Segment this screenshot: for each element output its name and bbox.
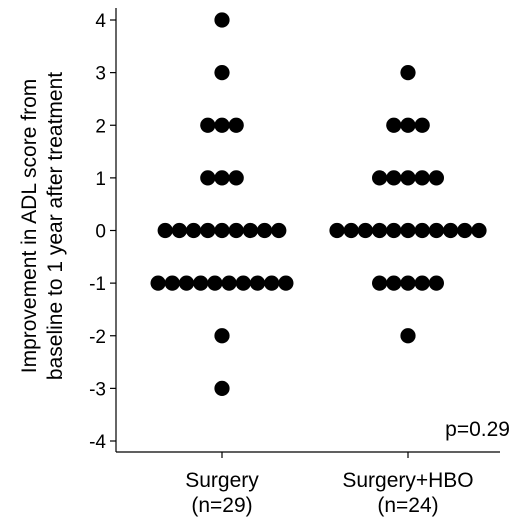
data-point <box>428 222 444 239</box>
y-axis: 4 3 2 1 0 -1 -2 -3 -4 <box>89 8 500 458</box>
y-tick-label: 2 <box>95 116 106 137</box>
y-tick-label: 1 <box>95 169 106 190</box>
y-axis-label-line-2: baseline to 1 year after treatment <box>44 72 67 380</box>
data-point <box>235 275 251 291</box>
data-point <box>264 275 280 291</box>
data-point <box>372 275 388 291</box>
data-point <box>400 275 416 291</box>
y-tick-label: -4 <box>89 432 106 453</box>
data-point <box>228 170 244 186</box>
data-point <box>414 222 430 239</box>
data-point <box>386 222 402 239</box>
data-point <box>414 170 430 186</box>
data-point <box>221 275 237 291</box>
data-point <box>400 65 416 81</box>
data-point <box>278 275 294 291</box>
data-point <box>214 328 230 344</box>
data-point <box>400 222 416 239</box>
y-tick-label: 4 <box>95 11 106 32</box>
data-point <box>271 222 287 239</box>
data-point <box>150 275 166 291</box>
data-point <box>242 222 258 239</box>
data-point <box>214 117 230 133</box>
data-point <box>164 275 180 291</box>
data-point <box>186 222 202 239</box>
data-point <box>414 275 430 291</box>
data-point <box>257 222 273 239</box>
y-tick-label: -2 <box>89 327 106 348</box>
y-tick-label: 3 <box>95 64 106 85</box>
p-value-annotation: p=0.29 <box>445 418 510 441</box>
data-point <box>228 117 244 133</box>
data-point <box>214 12 230 28</box>
y-axis-label-line-1: Improvement in ADL score from <box>18 79 41 374</box>
data-point <box>400 170 416 186</box>
data-point <box>386 170 402 186</box>
data-point <box>171 222 187 239</box>
data-point <box>400 117 416 133</box>
data-point <box>214 380 230 396</box>
data-point <box>207 275 223 291</box>
y-tick-label: 0 <box>95 222 106 243</box>
x-category-label: Surgery+HBO <box>342 469 473 492</box>
data-point <box>400 328 416 344</box>
data-point <box>471 222 487 239</box>
x-category-sublabel: (n=29) <box>191 494 252 517</box>
data-point <box>193 275 209 291</box>
data-points <box>150 12 487 396</box>
data-point <box>428 170 444 186</box>
data-point <box>343 222 359 239</box>
x-category-sublabel: (n=24) <box>377 494 438 517</box>
x-category-labels: Surgery(n=29) Surgery+HBO(n=24) <box>185 469 473 517</box>
x-category-label: Surgery <box>185 469 259 492</box>
data-point <box>214 222 230 239</box>
data-point <box>178 275 195 291</box>
data-point <box>329 222 345 239</box>
data-point <box>200 222 216 239</box>
data-point <box>214 65 230 81</box>
data-point <box>200 117 216 133</box>
data-point <box>443 222 459 239</box>
data-point <box>157 222 173 239</box>
data-point <box>249 275 266 291</box>
data-point <box>200 170 216 186</box>
data-point <box>414 117 430 133</box>
data-point <box>372 170 388 186</box>
y-tick-label: -3 <box>89 379 106 400</box>
data-point <box>228 222 244 239</box>
data-point <box>386 117 402 133</box>
data-point <box>357 222 373 239</box>
data-point <box>457 222 473 239</box>
y-tick-label: -1 <box>89 274 106 295</box>
data-point <box>428 275 444 291</box>
data-point <box>214 170 230 186</box>
data-point <box>386 275 402 291</box>
data-point <box>372 222 388 239</box>
